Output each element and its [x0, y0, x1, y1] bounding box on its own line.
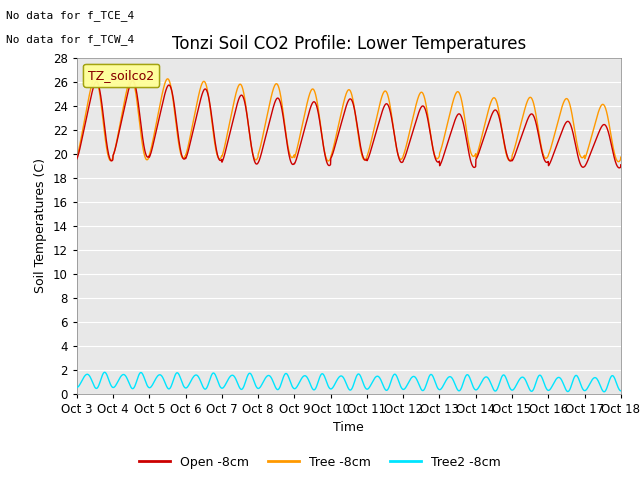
Open -8cm — [616, 165, 623, 171]
Line: Tree -8cm: Tree -8cm — [77, 78, 621, 162]
Open -8cm — [73, 156, 81, 162]
Legend: TZ_soilco2: TZ_soilco2 — [83, 64, 159, 87]
Tree2 -8cm — [73, 384, 81, 390]
Tree -8cm — [614, 159, 622, 165]
X-axis label: Time: Time — [333, 421, 364, 434]
Open -8cm — [569, 130, 577, 135]
Open -8cm — [365, 155, 372, 160]
Tree2 -8cm — [600, 389, 608, 395]
Legend: Open -8cm, Tree -8cm, Tree2 -8cm: Open -8cm, Tree -8cm, Tree2 -8cm — [134, 451, 506, 474]
Tree -8cm — [584, 146, 592, 152]
Tree2 -8cm — [507, 386, 515, 392]
Y-axis label: Soil Temperatures (C): Soil Temperatures (C) — [34, 158, 47, 293]
Open -8cm — [376, 114, 384, 120]
Tree -8cm — [225, 124, 232, 130]
Tree2 -8cm — [617, 388, 625, 394]
Tree -8cm — [569, 117, 577, 122]
Tree -8cm — [92, 75, 99, 81]
Text: No data for f_TCE_4: No data for f_TCE_4 — [6, 10, 134, 21]
Open -8cm — [617, 162, 625, 168]
Tree -8cm — [507, 157, 515, 163]
Open -8cm — [584, 157, 592, 163]
Title: Tonzi Soil CO2 Profile: Lower Temperatures: Tonzi Soil CO2 Profile: Lower Temperatur… — [172, 35, 526, 53]
Tree2 -8cm — [584, 384, 592, 390]
Tree2 -8cm — [225, 376, 232, 382]
Tree -8cm — [617, 154, 625, 160]
Tree2 -8cm — [569, 378, 577, 384]
Line: Tree2 -8cm: Tree2 -8cm — [77, 372, 621, 392]
Tree -8cm — [365, 149, 372, 155]
Tree -8cm — [73, 154, 81, 160]
Line: Open -8cm: Open -8cm — [77, 81, 621, 168]
Tree2 -8cm — [365, 385, 372, 391]
Text: No data for f_TCW_4: No data for f_TCW_4 — [6, 34, 134, 45]
Open -8cm — [507, 158, 515, 164]
Open -8cm — [225, 135, 232, 141]
Open -8cm — [129, 78, 136, 84]
Tree -8cm — [376, 99, 384, 105]
Tree2 -8cm — [101, 370, 109, 375]
Tree2 -8cm — [376, 376, 384, 382]
